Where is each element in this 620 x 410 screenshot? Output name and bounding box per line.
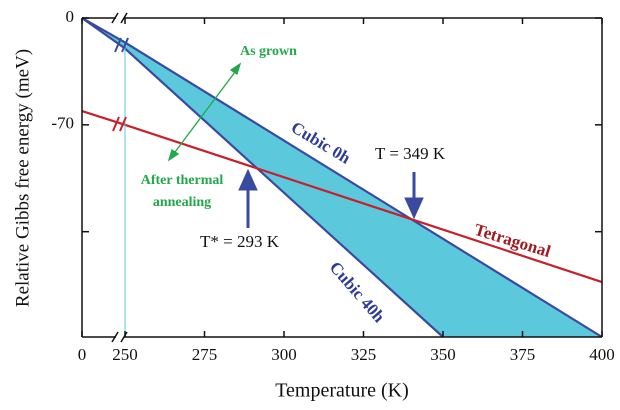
y-tick-label: -70 [51, 114, 74, 133]
x-tick-label: 325 [351, 345, 377, 364]
transition-arrow [238, 168, 258, 228]
axis-break [120, 331, 128, 343]
x-axis-title: Temperature (K) [275, 380, 409, 402]
arrow-head [404, 197, 424, 220]
x-tick-label: 300 [271, 345, 297, 364]
annotation: After thermal [141, 173, 224, 188]
annotation: T* = 293 K [200, 232, 280, 251]
x-tick-label: 375 [510, 345, 536, 364]
arrow-head [167, 148, 180, 162]
line-breaks [112, 37, 129, 132]
x-tick-label: 0 [78, 345, 87, 364]
line-break [112, 116, 120, 132]
annotation: T = 349 K [375, 144, 446, 163]
arrow-head [229, 62, 242, 76]
annotation: As grown [240, 44, 297, 59]
double-arrow [167, 62, 242, 162]
x-tick-label: 250 [112, 345, 138, 364]
y-axis-title: Relative Gibbs free energy (meV) [12, 49, 33, 307]
axis-break [111, 12, 119, 24]
line-break [119, 116, 127, 132]
line-break [114, 37, 122, 53]
x-tick-label: 400 [589, 345, 615, 364]
series-label: Tetragonal [472, 220, 553, 261]
x-tick-label: 350 [430, 345, 456, 364]
arrow-shaft [171, 67, 239, 157]
series-line [81, 17, 444, 338]
transition-arrow [404, 172, 424, 220]
arrow-head [238, 168, 258, 191]
x-tick-label: 275 [192, 345, 218, 364]
axis-break [111, 331, 119, 343]
annotation: annealing [153, 195, 211, 210]
series-line [81, 17, 603, 338]
y-tick-label: 0 [66, 7, 75, 26]
line-break [121, 37, 129, 53]
axis-break [120, 12, 128, 24]
